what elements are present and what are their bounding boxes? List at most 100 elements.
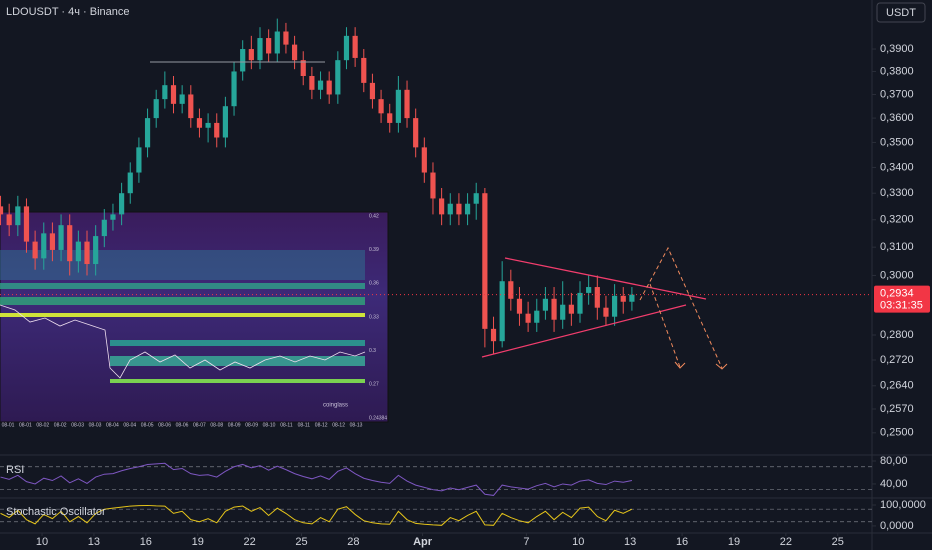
candle-body bbox=[75, 241, 81, 262]
candle-body bbox=[136, 147, 142, 173]
candle-body bbox=[326, 80, 332, 95]
heatmap-x-label: 08-01 bbox=[2, 422, 15, 428]
heatmap-band bbox=[0, 313, 365, 317]
x-tick-label: 19 bbox=[192, 536, 204, 548]
candle-body bbox=[568, 304, 574, 314]
x-tick-label: 22 bbox=[780, 536, 792, 548]
heatmap-x-label: 08-06 bbox=[176, 422, 189, 428]
projection-path bbox=[649, 283, 681, 368]
heatmap-y-label: 0.3 bbox=[369, 348, 376, 354]
candle-body bbox=[162, 85, 168, 100]
currency-box[interactable] bbox=[876, 2, 926, 23]
candle-body bbox=[127, 172, 133, 194]
candle-body bbox=[58, 225, 64, 250]
y-tick-label: 80,00 bbox=[880, 455, 908, 467]
candle-body bbox=[214, 122, 220, 138]
y-tick-label: 0,3300 bbox=[880, 187, 914, 199]
x-tick-label: 19 bbox=[728, 536, 740, 548]
currency[interactable]: USDT bbox=[886, 7, 916, 19]
candle-body bbox=[378, 99, 384, 114]
candle-body bbox=[205, 122, 211, 128]
triangle-upper bbox=[504, 257, 707, 300]
x-tick-label: 16 bbox=[676, 536, 688, 548]
candle-body bbox=[170, 85, 177, 104]
drawings bbox=[150, 61, 728, 370]
x-tick-label: 22 bbox=[243, 536, 255, 548]
x-tick-label: 13 bbox=[624, 536, 636, 548]
y-tick-label: 100,0000 bbox=[880, 499, 926, 511]
candle-body bbox=[300, 60, 306, 77]
candle-body bbox=[577, 292, 583, 314]
heatmap-x-label: 08-06 bbox=[158, 422, 171, 428]
candle-body bbox=[32, 241, 38, 259]
candle-body bbox=[594, 287, 600, 308]
candle-body bbox=[309, 76, 315, 90]
candle-body bbox=[41, 233, 47, 259]
heatmap-inset: coinglass 0.42 0.39 0.36 0.33 0.3 0.27 0.24384… bbox=[0, 211, 389, 428]
candle-body bbox=[188, 94, 194, 119]
heatmap-brand: coinglass bbox=[323, 403, 348, 409]
heatmap-x-label: 08-04 bbox=[106, 422, 119, 428]
candle-body bbox=[369, 82, 376, 100]
heatmap-price-line bbox=[0, 304, 366, 379]
candle-body bbox=[352, 35, 358, 58]
candle-body bbox=[101, 219, 107, 237]
y-tick-label: 0,2570 bbox=[880, 403, 914, 415]
candle-body bbox=[560, 304, 566, 320]
candle-body bbox=[343, 35, 350, 61]
candle-body bbox=[413, 118, 419, 148]
candle-body bbox=[482, 193, 488, 329]
candle-body bbox=[421, 147, 427, 173]
candle-body bbox=[110, 214, 116, 220]
heatmap-y-label: 0.42 bbox=[369, 213, 379, 219]
candle-body bbox=[439, 198, 445, 215]
countdown: 03:31:35 bbox=[880, 300, 923, 312]
y-tick-label: 0,0000 bbox=[880, 520, 914, 532]
candle-body bbox=[84, 241, 90, 265]
heatmap-x-label: 08-13 bbox=[350, 422, 363, 428]
heatmap-band bbox=[110, 379, 365, 383]
y-tick-label: 0,2500 bbox=[880, 427, 914, 439]
y-tick-label: 0,3400 bbox=[880, 161, 914, 173]
candle-body bbox=[499, 281, 505, 342]
heatmap-x-label: 08-12 bbox=[315, 422, 328, 428]
candle-body bbox=[361, 57, 367, 83]
candle-body bbox=[612, 295, 618, 317]
heatmap-x-label: 08-03 bbox=[71, 422, 84, 428]
heatmap-x-label: 08-11 bbox=[280, 422, 293, 428]
candle-body bbox=[257, 38, 263, 61]
candle-body bbox=[266, 38, 272, 54]
x-tick-label: 16 bbox=[140, 536, 152, 548]
candle-body bbox=[542, 298, 549, 311]
heatmap-x-label: 08-03 bbox=[89, 422, 102, 428]
heatmap-x-label: 08-08 bbox=[210, 422, 223, 428]
y-tick-label: 0,3100 bbox=[880, 241, 914, 253]
candle-body bbox=[516, 298, 523, 314]
x-tick-label: 10 bbox=[572, 536, 584, 548]
heatmap-x-label: 08-04 bbox=[123, 422, 136, 428]
candle-body bbox=[222, 106, 228, 138]
candle-body bbox=[196, 118, 203, 128]
x-tick-label: 25 bbox=[832, 536, 844, 548]
candle-body bbox=[144, 118, 151, 148]
last-price-box bbox=[874, 285, 930, 313]
x-tick-label: 7 bbox=[523, 536, 529, 548]
y-tick-label: 0,3700 bbox=[880, 88, 914, 100]
candle-body bbox=[231, 71, 237, 107]
y-tick-label: 0,3900 bbox=[880, 43, 914, 55]
heatmap-border bbox=[0, 211, 389, 423]
heatmap-y-label: 0.33 bbox=[369, 314, 379, 320]
candle-body bbox=[430, 172, 436, 199]
y-tick-label: 0,2720 bbox=[880, 354, 914, 366]
heatmap-y-label: 0.36 bbox=[369, 281, 379, 287]
x-tick-label: 13 bbox=[88, 536, 100, 548]
heatmap-x-label: 08-12 bbox=[332, 422, 345, 428]
y-tick-label: 0,3200 bbox=[880, 214, 914, 226]
candle-body bbox=[603, 307, 609, 317]
candle-body bbox=[179, 94, 185, 104]
candle-body bbox=[620, 295, 626, 302]
x-tick-label: 25 bbox=[295, 536, 307, 548]
candle-body bbox=[586, 287, 592, 293]
